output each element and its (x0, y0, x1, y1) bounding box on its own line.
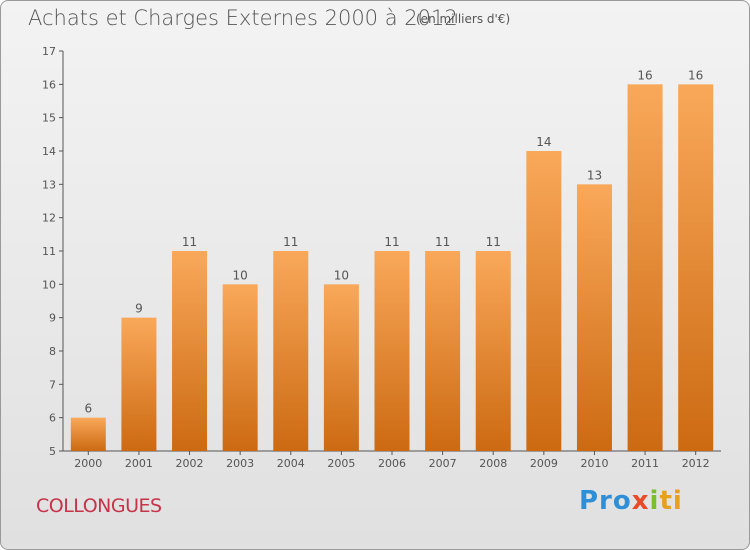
x-tick-label: 2007 (429, 457, 457, 470)
y-tick-label: 8 (49, 345, 56, 358)
bar-value-label: 6 (84, 402, 92, 416)
y-tick-label: 11 (42, 245, 56, 258)
y-tick-label: 7 (49, 378, 56, 391)
x-tick-label: 2010 (580, 457, 608, 470)
x-tick-label: 2000 (74, 457, 102, 470)
bars (70, 84, 714, 452)
bar-value-label: 14 (536, 135, 551, 149)
logo-part-4: ti (659, 486, 683, 516)
y-tick-label: 15 (42, 112, 56, 125)
y-tick-label: 10 (42, 278, 56, 291)
bar-value-label: 16 (688, 68, 703, 82)
bar-2009 (526, 151, 562, 451)
x-tick-label: 2012 (682, 457, 710, 470)
bar-value-label: 10 (233, 268, 248, 282)
bar-2002 (172, 251, 208, 451)
x-tick-label: 2009 (530, 457, 558, 470)
bar-2011 (627, 84, 663, 451)
bar-value-label: 11 (384, 235, 399, 249)
x-tick-label: 2005 (327, 457, 355, 470)
logo-part-3: i (649, 486, 660, 516)
x-tick-label: 2006 (378, 457, 406, 470)
bar-value-label: 11 (486, 235, 501, 249)
logo-part-2: x (631, 486, 650, 516)
x-tick-label: 2003 (226, 457, 254, 470)
y-tick-label: 9 (49, 312, 56, 325)
bar-2001 (121, 317, 157, 451)
bar-value-label: 11 (435, 235, 450, 249)
bar-2007 (425, 251, 461, 451)
y-tick-label: 17 (42, 45, 56, 58)
bar-value-label: 9 (135, 302, 143, 316)
bar-2005 (323, 284, 359, 451)
bar-2012 (678, 84, 714, 451)
y-tick-label: 14 (42, 145, 56, 158)
proxiti-logo[interactable]: Proxiti (579, 486, 683, 516)
y-tick-label: 5 (49, 445, 56, 458)
town-name: COLLONGUES (36, 495, 162, 517)
labels: 5 6 7 8 9 10 11 12 13 14 15 16 17 6 2000 9 2001 11 2002 10 2… (42, 45, 710, 470)
y-tick-label: 13 (42, 178, 56, 191)
bar-value-label: 11 (182, 235, 197, 249)
bar-2010 (576, 184, 612, 452)
bar-2008 (475, 251, 511, 451)
x-tick-label: 2004 (277, 457, 305, 470)
bar-value-label: 10 (334, 268, 349, 282)
bar-2000 (70, 417, 106, 451)
chart-title: Achats et Charges Externes 2000 à 2012 (28, 6, 458, 30)
x-tick-label: 2002 (176, 457, 204, 470)
bar-2004 (273, 251, 309, 451)
x-tick-label: 2008 (479, 457, 507, 470)
bar-2006 (374, 251, 410, 451)
bar-value-label: 13 (587, 168, 602, 182)
bar-2003 (222, 284, 258, 451)
bar-value-label: 11 (283, 235, 298, 249)
x-tick-label: 2011 (631, 457, 659, 470)
logo-part-1: Pro (579, 486, 632, 516)
x-tick-label: 2001 (125, 457, 153, 470)
y-tick-label: 12 (42, 212, 56, 225)
chart-subtitle: (en milliers d'€) (416, 12, 511, 26)
y-tick-label: 6 (49, 412, 56, 425)
y-tick-label: 16 (42, 78, 56, 91)
bar-value-label: 16 (637, 68, 652, 82)
